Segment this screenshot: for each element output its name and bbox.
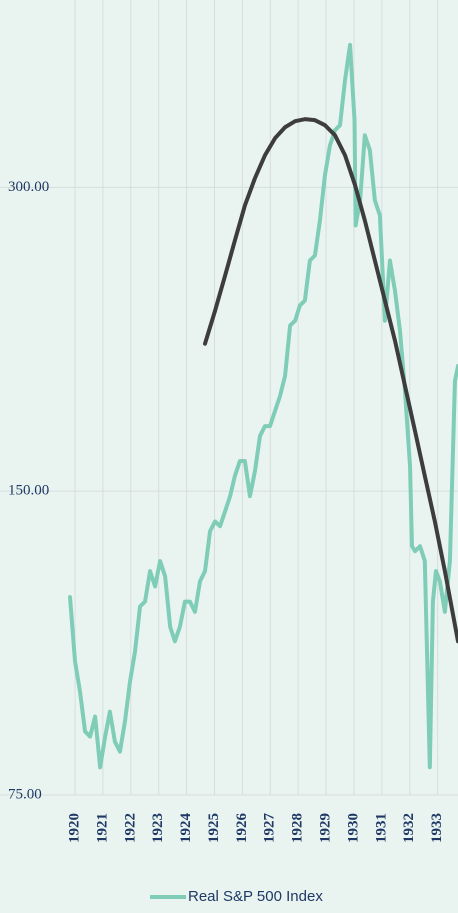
- x-tick-label: 1920: [66, 813, 82, 843]
- series-line: [68, 42, 458, 770]
- grid: [0, 0, 458, 796]
- x-tick-label: 1929: [318, 813, 334, 843]
- x-tick-label: 1932: [401, 813, 417, 843]
- plot-area: [68, 42, 458, 770]
- legend-label: Real S&P 500 Index: [188, 888, 323, 905]
- y-tick-label: 300.00: [8, 179, 49, 195]
- x-tick-label: 1926: [234, 813, 250, 844]
- x-tick-label: 1928: [290, 813, 306, 843]
- x-tick-label: 1925: [206, 813, 222, 843]
- x-tick-label: 1922: [122, 813, 138, 843]
- x-tick-label: 1930: [345, 813, 361, 843]
- x-tick-label: 1923: [150, 813, 166, 843]
- x-tick-label: 1924: [178, 813, 194, 844]
- x-tick-label: 1927: [262, 813, 278, 844]
- y-tick-label: 150.00: [8, 483, 49, 499]
- labels: 75.00 150.00 300.00 1920 1921 1922 1923 1924 192…: [8, 179, 445, 905]
- series-line: [203, 117, 458, 644]
- x-tick-label: 1921: [94, 813, 110, 843]
- x-tick-label: 1931: [373, 813, 389, 843]
- x-tick-label: 1933: [429, 813, 445, 843]
- y-tick-label: 75.00: [8, 786, 42, 802]
